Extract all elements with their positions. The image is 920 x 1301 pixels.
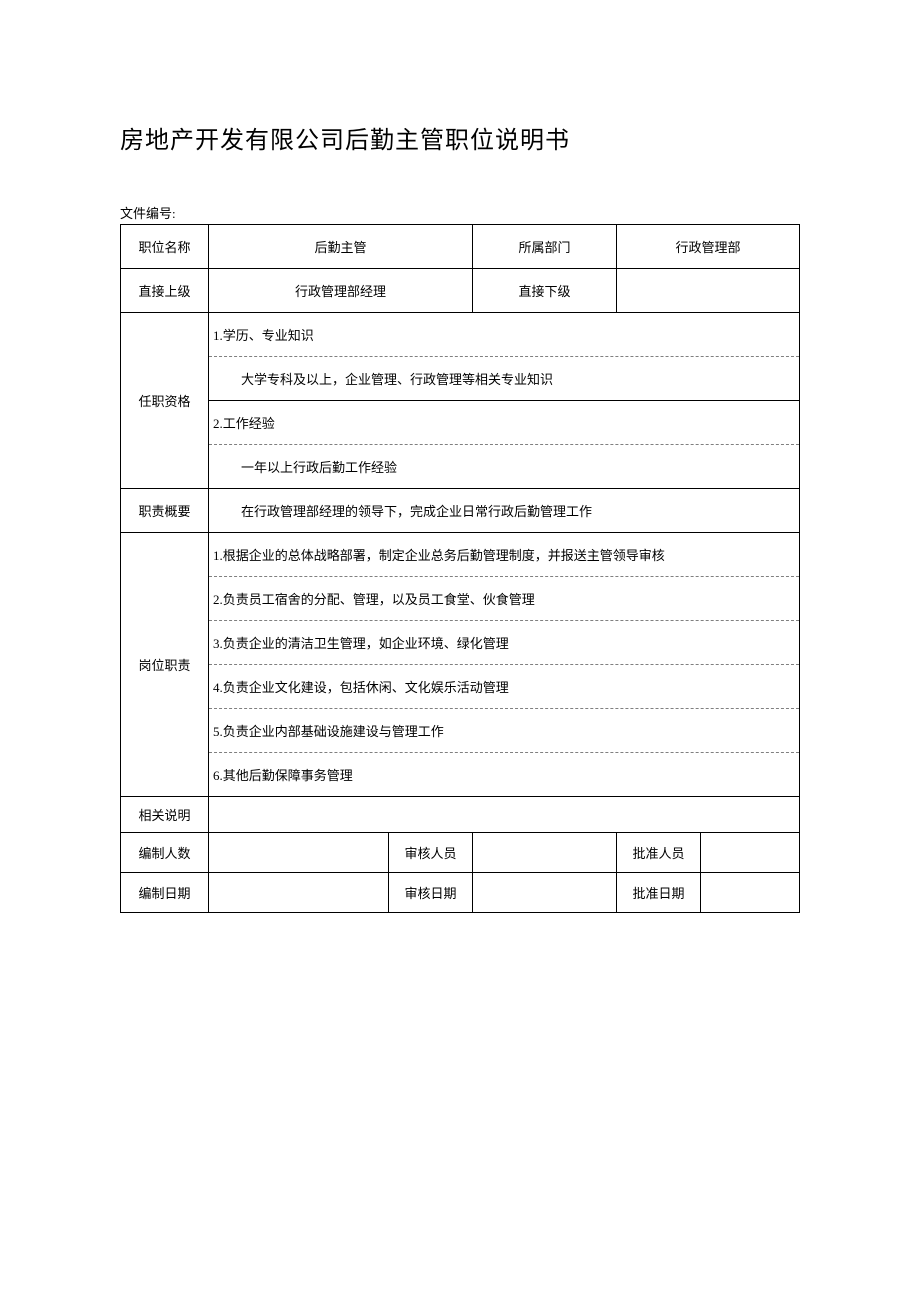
qualification-section-1: 1.学历、专业知识 大学专科及以上，企业管理、行政管理等相关专业知识 [209,313,800,401]
table-row: 直接上级 行政管理部经理 直接下级 [121,269,800,313]
position-name-label: 职位名称 [121,225,209,269]
job-description-table: 职位名称 后勤主管 所属部门 行政管理部 直接上级 行政管理部经理 直接下级 任… [120,224,800,913]
qualification-section1-header: 1.学历、专业知识 [209,313,799,357]
approver-value [701,833,800,873]
review-date-value [473,873,617,913]
position-name-value: 后勤主管 [209,225,473,269]
headcount-value [209,833,389,873]
qualification-section-2: 2.工作经验 一年以上行政后勤工作经验 [209,401,800,489]
supervisor-value: 行政管理部经理 [209,269,473,313]
subordinate-value [617,269,800,313]
duties-label: 岗位职责 [121,533,209,797]
duty-item: 2.负责员工宿舍的分配、管理，以及员工食堂、伙食管理 [209,577,799,621]
duty-item: 5.负责企业内部基础设施建设与管理工作 [209,709,799,753]
prepared-date-label: 编制日期 [121,873,209,913]
table-row: 任职资格 1.学历、专业知识 大学专科及以上，企业管理、行政管理等相关专业知识 [121,313,800,401]
headcount-label: 编制人数 [121,833,209,873]
summary-value: 在行政管理部经理的领导下，完成企业日常行政后勤管理工作 [209,489,800,533]
reviewer-label: 审核人员 [389,833,473,873]
related-label: 相关说明 [121,797,209,833]
duties-list: 1.根据企业的总体战略部署，制定企业总务后勤管理制度，并报送主管领导审核 2.负… [209,533,800,797]
review-date-label: 审核日期 [389,873,473,913]
duty-item: 1.根据企业的总体战略部署，制定企业总务后勤管理制度，并报送主管领导审核 [209,533,799,577]
table-row: 编制日期 审核日期 批准日期 [121,873,800,913]
summary-label: 职责概要 [121,489,209,533]
related-value [209,797,800,833]
table-row: 2.工作经验 一年以上行政后勤工作经验 [121,401,800,489]
table-row: 职责概要 在行政管理部经理的领导下，完成企业日常行政后勤管理工作 [121,489,800,533]
qualification-section2-header: 2.工作经验 [209,401,799,445]
duty-item: 3.负责企业的清洁卫生管理，如企业环境、绿化管理 [209,621,799,665]
duty-item: 4.负责企业文化建设，包括休闲、文化娱乐活动管理 [209,665,799,709]
file-number-label: 文件编号: [120,203,800,222]
department-value: 行政管理部 [617,225,800,269]
table-row: 岗位职责 1.根据企业的总体战略部署，制定企业总务后勤管理制度，并报送主管领导审… [121,533,800,797]
qualification-label: 任职资格 [121,313,209,489]
subordinate-label: 直接下级 [473,269,617,313]
duty-item: 6.其他后勤保障事务管理 [209,753,799,796]
prepared-date-value [209,873,389,913]
supervisor-label: 直接上级 [121,269,209,313]
document-title: 房地产开发有限公司后勤主管职位说明书 [120,120,800,155]
reviewer-value [473,833,617,873]
table-row: 职位名称 后勤主管 所属部门 行政管理部 [121,225,800,269]
qualification-section1-body: 大学专科及以上，企业管理、行政管理等相关专业知识 [209,357,799,400]
table-row: 相关说明 [121,797,800,833]
approve-date-label: 批准日期 [617,873,701,913]
approver-label: 批准人员 [617,833,701,873]
department-label: 所属部门 [473,225,617,269]
qualification-section2-body: 一年以上行政后勤工作经验 [209,445,799,488]
table-row: 编制人数 审核人员 批准人员 [121,833,800,873]
approve-date-value [701,873,800,913]
